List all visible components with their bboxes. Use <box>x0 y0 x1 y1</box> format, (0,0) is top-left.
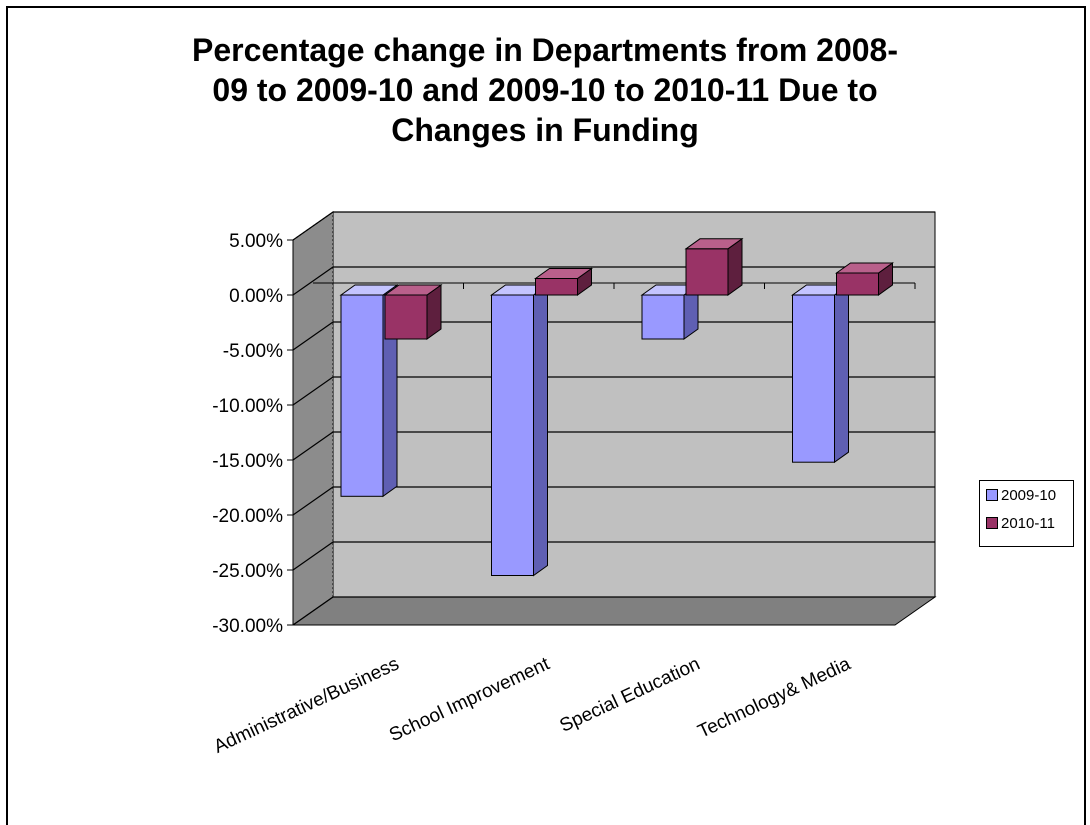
category-label: Special Education <box>557 653 704 736</box>
gridline <box>292 596 935 626</box>
bar-2009-10-top <box>339 284 399 296</box>
side-wall <box>292 211 334 626</box>
legend-label: 2010-11 <box>1001 515 1055 532</box>
bar-2010-11-front <box>836 272 879 296</box>
bar-2009-10-front <box>641 294 685 340</box>
gridline <box>292 376 935 406</box>
y-tick-label: -20.00% <box>212 506 283 527</box>
chart-title-line: 09 to 2009-10 and 2009-10 to 2010-11 Due… <box>212 72 878 108</box>
category-label: School Improvement <box>386 653 553 746</box>
legend-item: 2009-10 <box>986 487 1056 505</box>
bar-2010-11-top <box>533 268 594 279</box>
bar-2009-10-front <box>340 294 384 497</box>
y-tick-label: -10.00% <box>212 396 283 417</box>
y-tick-label: -15.00% <box>212 451 283 472</box>
bar-2010-11-top <box>684 238 744 250</box>
floor <box>291 596 937 626</box>
bar-2009-10-front <box>792 294 835 463</box>
y-tick-label: 5.00% <box>229 231 283 252</box>
bar-2010-11-front <box>535 278 578 296</box>
chart-title: Percentage change in Departments from 20… <box>0 30 1090 150</box>
legend-label: 2009-10 <box>1001 487 1057 504</box>
gridline <box>292 431 935 461</box>
gridline <box>292 321 935 351</box>
chart-title-line: Percentage change in Departments from 20… <box>191 32 898 68</box>
bar-2009-10-front <box>491 294 534 576</box>
y-tick-label: -25.00% <box>212 561 283 582</box>
bar-2010-11-front <box>384 294 428 340</box>
category-label: Technology& Media <box>695 653 855 742</box>
y-tick-label: -30.00% <box>212 616 283 637</box>
y-tick-label: 0.00% <box>229 286 283 307</box>
chart-title-line: Changes in Funding <box>391 112 699 148</box>
gridline <box>292 541 935 571</box>
bar-2010-11-top <box>834 262 895 274</box>
legend-swatch <box>986 517 998 530</box>
gridline <box>292 486 935 516</box>
legend-swatch <box>986 489 998 502</box>
category-label: Administrative/Business <box>211 653 403 757</box>
gridline <box>292 211 935 241</box>
bar-2010-11-front <box>685 248 729 296</box>
bar-2009-10-side <box>533 284 548 577</box>
y-tick-label: -5.00% <box>223 341 283 362</box>
legend-item: 2010-11 <box>986 515 1055 533</box>
bar-2009-10-side <box>834 284 849 464</box>
bar-2010-11-top <box>383 284 443 296</box>
legend: 2009-10 2010-11 <box>979 480 1074 547</box>
